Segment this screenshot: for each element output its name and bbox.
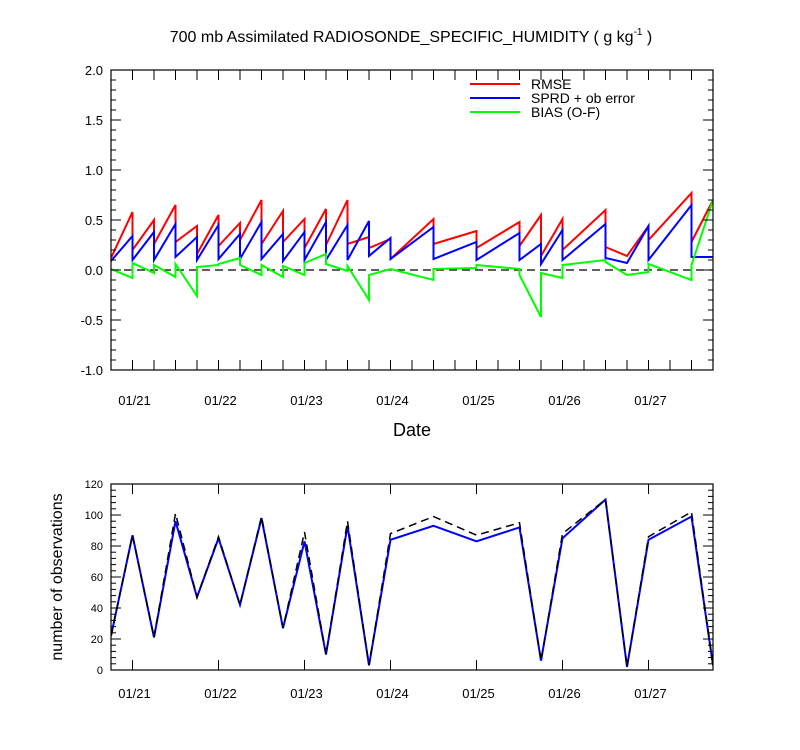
top-xtick-label: 01/25 (462, 393, 495, 408)
bottom-ytick-label: 100 (85, 510, 103, 522)
bottom-xtick-label: 01/23 (290, 686, 323, 701)
bottom-ytick-label: 120 (85, 479, 103, 491)
top-x-tick-labels: 01/21 01/22 01/23 01/24 01/25 01/26 01/27 (118, 393, 667, 408)
top-ytick-label: 0.5 (85, 213, 103, 228)
chart-title-superscript: -1 (634, 27, 643, 38)
top-x-axis-label: Date (393, 420, 431, 440)
top-series-sprd-ob-error (111, 202, 713, 268)
legend: RMSE SPRD + ob error BIAS (O-F) (470, 76, 635, 120)
top-ytick-label: -0.5 (81, 313, 103, 328)
top-plot-frame (110, 69, 714, 371)
top-ytick-label: 0.0 (85, 263, 103, 278)
bottom-x-tick-labels: 01/21 01/22 01/23 01/24 01/25 01/26 01/27 (118, 686, 667, 701)
bottom-xtick-label: 01/25 (462, 686, 495, 701)
legend-rmse-label: RMSE (531, 76, 571, 92)
bottom-plot-area (111, 497, 713, 668)
bottom-plot-frame (110, 483, 714, 671)
top-ytick-label: 1.5 (85, 113, 103, 128)
bottom-y-tick-labels: 0 20 40 60 80 100 120 (85, 479, 103, 677)
bottom-series-possible (111, 498, 713, 668)
top-panel: -1.0-0.50.00.51.01.52.0 01/21 01/22 01/23 0… (81, 63, 714, 440)
top-xtick-label: 01/27 (634, 393, 667, 408)
bottom-ytick-label: 20 (91, 634, 103, 646)
top-series-rmse (111, 190, 713, 262)
top-axis-ticks (110, 69, 714, 371)
top-series-bias-o-f (111, 199, 713, 318)
legend-sprd-label: SPRD + ob error (531, 90, 635, 106)
top-xtick-label: 01/24 (376, 393, 409, 408)
bottom-ytick-label: 60 (91, 572, 103, 584)
legend-bias-label: BIAS (O-F) (531, 104, 600, 120)
top-xtick-label: 01/26 (548, 393, 581, 408)
top-ytick-label: 2.0 (85, 63, 103, 78)
bottom-y-axis-label: number of observations (49, 493, 66, 660)
chart-title: 700 mb Assimilated RADIOSONDE_SPECIFIC_H… (170, 27, 653, 46)
top-plot-area (111, 190, 713, 318)
bottom-ytick-label: 40 (91, 603, 103, 615)
top-ytick-label: -1.0 (81, 363, 103, 378)
top-ytick-label: 1.0 (85, 163, 103, 178)
bottom-xtick-label: 01/26 (548, 686, 581, 701)
bottom-xtick-label: 01/27 (634, 686, 667, 701)
top-xtick-label: 01/23 (290, 393, 323, 408)
bottom-axis-ticks (111, 483, 713, 671)
bottom-xtick-label: 01/24 (376, 686, 409, 701)
top-xtick-label: 01/22 (204, 393, 237, 408)
top-xtick-label: 01/21 (118, 393, 151, 408)
top-y-tick-labels: -1.0 -0.5 0.0 0.5 1.0 1.5 2.0 (81, 63, 103, 378)
chart-title-end: ) (642, 29, 652, 46)
bottom-xtick-label: 01/22 (204, 686, 237, 701)
bottom-ytick-label: 0 (97, 665, 103, 677)
bottom-ytick-label: 80 (91, 541, 103, 553)
bottom-xtick-label: 01/21 (118, 686, 151, 701)
chart-title-main: 700 mb Assimilated RADIOSONDE_SPECIFIC_H… (170, 29, 634, 46)
